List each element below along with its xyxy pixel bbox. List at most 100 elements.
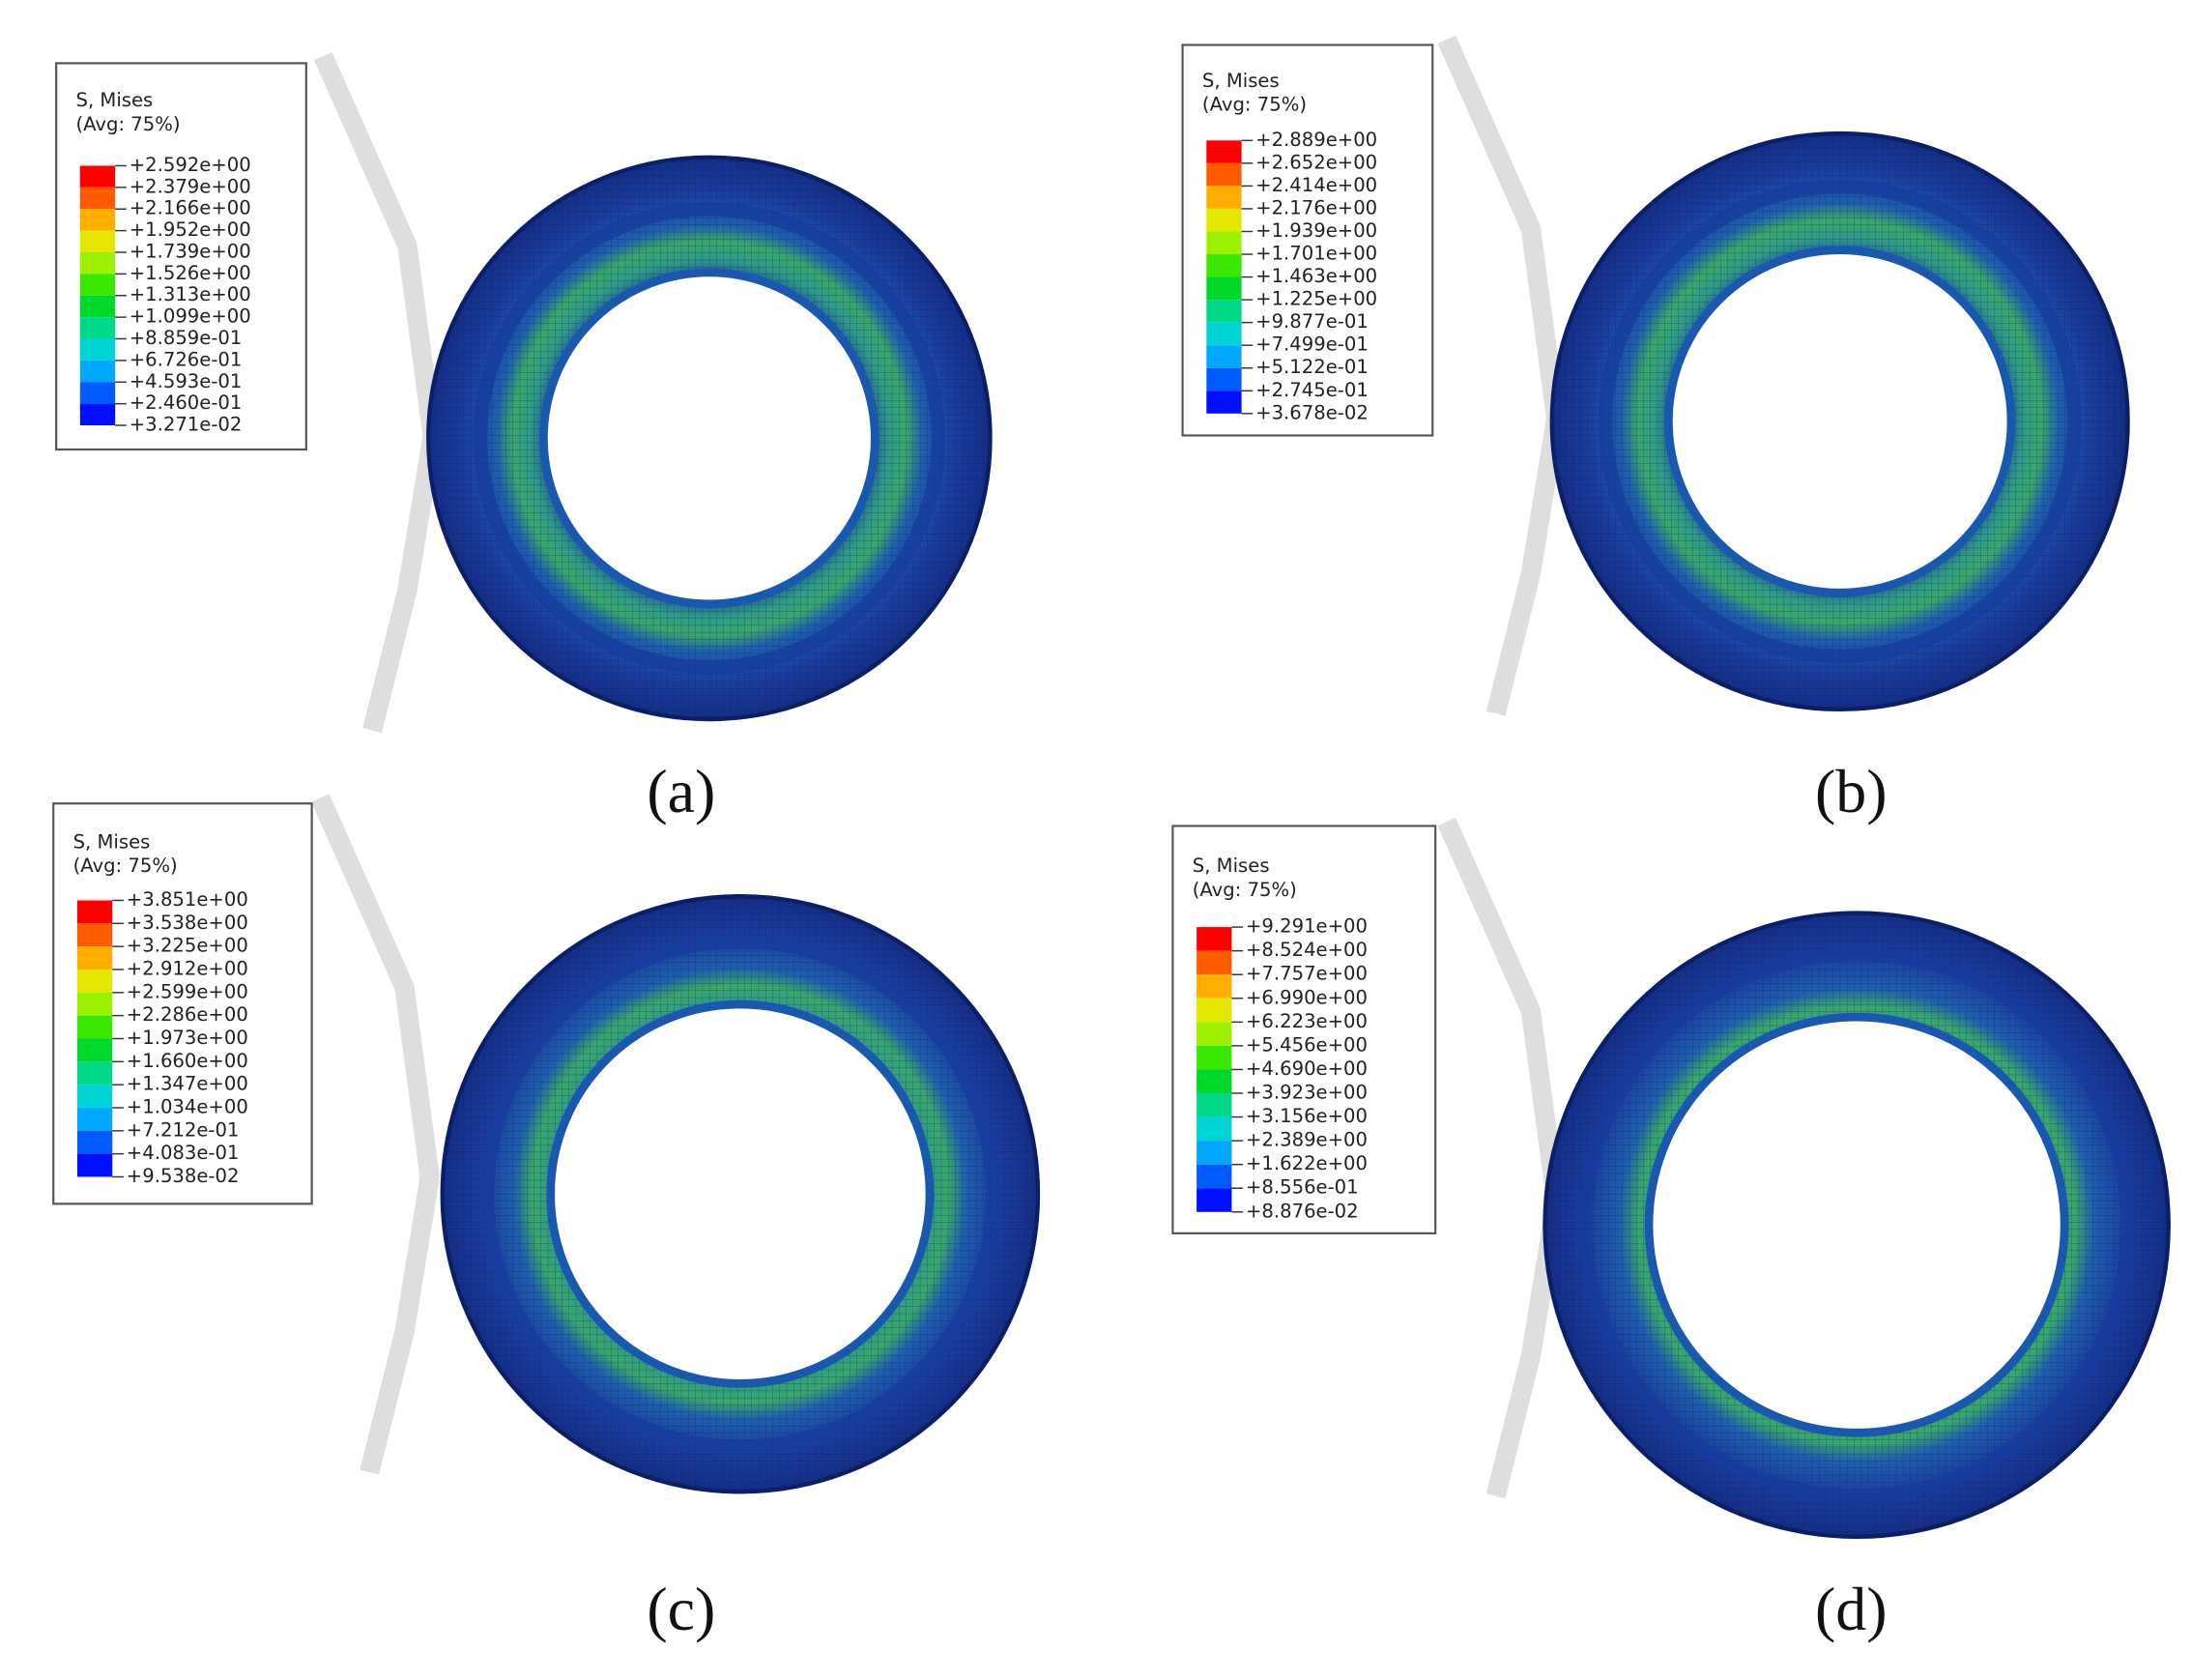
legend-label: +6.990e+00 [1246,986,1368,1008]
legend-label: +2.652e+00 [1255,151,1377,173]
panel: S, Mises(Avg: 75%)+2.889e+00+2.652e+00+2… [1181,35,2130,826]
tire-band [1578,946,2135,1503]
legend-label: +1.660e+00 [127,1050,248,1072]
legend-label: +8.524e+00 [1246,939,1368,961]
legend-swatch [79,295,116,318]
tire-band [473,202,946,675]
legend-swatch [1196,1093,1232,1117]
legend-label: +2.599e+00 [127,980,248,1002]
legend-swatch [79,382,116,404]
legend-swatch [76,969,113,993]
legend-title: S, Mises [1193,854,1270,877]
legend-label: +2.176e+00 [1255,196,1377,218]
legend-label: +1.952e+00 [130,218,251,241]
legend-label: +1.973e+00 [127,1027,248,1049]
tire-hole [539,268,879,609]
legend-swatch [1196,1069,1232,1094]
legend-swatch [76,900,113,924]
legend-swatch [1206,322,1242,346]
legend-swatch [76,923,113,947]
legend-label: +1.463e+00 [1255,265,1377,287]
legend-swatch [1206,231,1242,255]
legend-label: +2.460e-01 [130,391,243,414]
legend-label: +7.499e-01 [1255,333,1369,356]
legend-swatch [79,165,116,188]
legend-swatch [1206,345,1242,368]
legend-swatch [76,1107,113,1131]
legend-label: +2.166e+00 [130,197,251,219]
legend-label: +8.556e-01 [1246,1176,1359,1199]
tire-band [480,934,1000,1455]
legend-label: +4.083e-01 [127,1142,240,1164]
legend-swatch [79,251,116,275]
legend-label: +1.225e+00 [1255,288,1377,310]
support-plate [1437,817,1567,1499]
legend-swatch [76,1130,113,1154]
legend-label: +3.156e+00 [1246,1105,1368,1127]
legend-label: +3.923e+00 [1246,1082,1368,1104]
legend-swatch [79,230,116,252]
panel: S, Mises(Avg: 75%) +9.291e+00+8.524e+00+7… [1171,817,2171,1643]
legend-swatch [79,317,116,339]
legend-label: +2.592e+00 [130,154,251,176]
legend-label: +1.526e+00 [130,262,251,284]
legend-label: +8.876e-02 [1246,1200,1359,1222]
tire-band [1598,180,2082,663]
caption: (c) [647,1575,715,1643]
legend-label: +9.877e-01 [1255,310,1369,333]
legend-swatch [79,274,116,296]
caption: (d) [1815,1575,1888,1643]
legend-swatch [76,1085,113,1108]
legend-swatch [76,1153,113,1177]
caption: (a) [647,757,715,826]
legend-swatch [79,403,116,426]
legend-label: +1.939e+00 [1255,219,1377,242]
legend-label: +9.538e-02 [127,1165,240,1187]
legend-label: +2.286e+00 [127,1003,248,1026]
panel: S, Mises(Avg: 75%)+2.592e+00+2.379e+00+2… [55,51,993,826]
legend-title: S, Mises [73,830,151,853]
legend-swatch [1196,950,1232,975]
legend-swatch [79,360,116,383]
legend-label: +5.122e-01 [1255,356,1369,378]
legend-swatch [1196,1164,1232,1189]
legend-swatch [1196,927,1232,951]
support-plate [1437,35,1567,716]
legend-swatch [79,338,116,361]
legend-swatch [1206,300,1242,323]
legend-swatch [1206,254,1242,277]
legend-swatch [76,1061,113,1086]
legend-label: +2.379e+00 [130,175,251,197]
panel: S, Mises(Avg: 75%) +3.851e+00+3.538e+00+3… [52,794,1041,1643]
legend-label: +2.414e+00 [1255,174,1377,196]
legend-swatch [1196,998,1232,1023]
tire-hole [1664,246,2016,597]
legend-swatch [1196,1045,1232,1070]
caption: (b) [1815,757,1888,826]
legend-swatch [1206,276,1242,301]
legend-label: +6.726e-01 [130,348,243,370]
legend-label: +3.225e+00 [127,935,248,957]
legend-label: +1.313e+00 [130,283,251,305]
legend-label: +3.271e-02 [130,414,243,436]
legend-label: +8.859e-01 [130,327,243,349]
legend-swatch [1196,1188,1232,1212]
legend-swatch [1196,974,1232,999]
legend-swatch [76,946,113,970]
legend-label: +3.678e-02 [1255,401,1369,423]
legend-swatch [1206,391,1242,414]
legend-swatch [1206,186,1242,209]
legend-label: +3.851e+00 [127,888,248,911]
legend-label: +1.347e+00 [127,1073,248,1095]
legend-swatch [1206,208,1242,232]
legend-swatch [79,209,116,231]
legend-label: +7.212e-01 [127,1118,240,1141]
tire-hole [546,999,935,1388]
legend-subtitle: (Avg: 75%) [1202,93,1307,115]
legend-label: +2.389e+00 [1246,1129,1368,1151]
legend-swatch [76,1038,113,1062]
legend-label: +1.099e+00 [130,305,251,328]
legend-label: +1.034e+00 [127,1095,248,1117]
